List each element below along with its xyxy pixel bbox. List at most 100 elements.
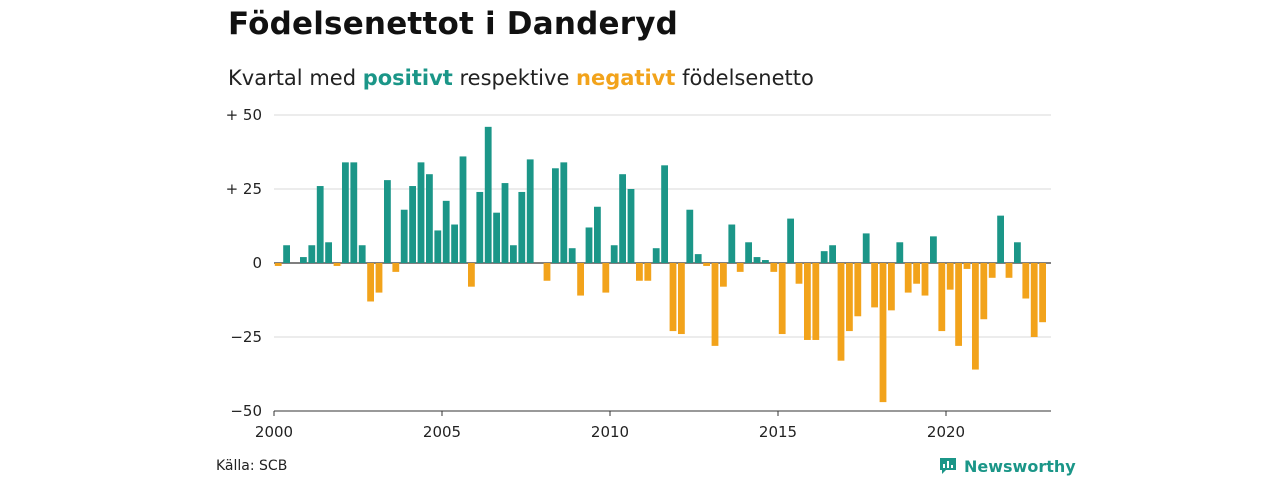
bar-negative (1005, 263, 1013, 278)
bar-negative (946, 263, 954, 290)
bar-positive (283, 245, 290, 263)
bar-negative (1022, 263, 1030, 299)
chart-title: Födelsenettot i Danderyd (228, 6, 679, 42)
bar-negative (888, 263, 895, 311)
brand-name: Newsworthy (964, 456, 1076, 476)
bar-positive (308, 245, 316, 263)
bar-positive (594, 206, 601, 263)
y-tick-label: 0 (252, 254, 262, 272)
y-tick-label: + 50 (226, 106, 262, 124)
bar-positive (619, 174, 626, 263)
bar-positive (568, 248, 576, 263)
bar-negative (963, 263, 971, 269)
bar-negative (703, 263, 710, 266)
bar-positive (476, 191, 484, 263)
bar-positive (442, 200, 450, 263)
subtitle-text-3: födelsenetto (675, 66, 814, 90)
newsworthy-logo-icon (940, 458, 956, 474)
bar-negative (812, 263, 820, 340)
bar-negative (577, 263, 584, 296)
bar-positive (434, 230, 442, 263)
bar-negative (846, 263, 853, 332)
bar-positive (686, 209, 694, 263)
x-tick-label: 2020 (927, 423, 965, 441)
bar-positive (552, 168, 559, 263)
bar-negative (988, 263, 996, 278)
bar-positive (753, 257, 761, 263)
x-axis: 2000 2005 2010 2015 2020 (255, 410, 1051, 441)
bar-positive (652, 248, 660, 263)
bar-positive (661, 165, 668, 263)
bar-positive (350, 162, 358, 263)
subtitle-negative-label: negativt (576, 66, 676, 90)
bar-negative (854, 263, 862, 317)
bar-negative (274, 263, 282, 266)
bar-positive (896, 242, 904, 263)
bar-negative (720, 263, 727, 287)
x-tick-label: 2005 (423, 423, 461, 441)
bar-negative (770, 263, 778, 272)
subtitle-text-1: Kvartal med (228, 66, 363, 90)
bar-positive (510, 245, 517, 263)
bar-positive (585, 227, 593, 263)
bar-negative (795, 263, 803, 284)
bar-positive (426, 174, 433, 263)
bar-negative (636, 263, 643, 281)
bar-positive (526, 159, 534, 263)
bar-positive (1014, 242, 1021, 263)
subtitle-text-2: respektive (452, 66, 577, 90)
bar-positive (997, 215, 1004, 263)
bar-negative (778, 263, 786, 335)
bar-positive (300, 257, 307, 263)
bar-negative (921, 263, 929, 296)
bar-positive (384, 180, 391, 263)
bar-negative (367, 263, 374, 302)
bar-negative (644, 263, 652, 281)
bar-positive (762, 260, 769, 263)
bars (274, 126, 1046, 403)
source-note: Källa: SCB (216, 458, 288, 474)
bar-positive (728, 224, 736, 263)
bar-negative (955, 263, 962, 346)
bar-negative (375, 263, 383, 293)
bar-negative (736, 263, 744, 272)
bar-negative (980, 263, 988, 320)
bar-negative (392, 263, 400, 272)
subtitle-positive-label: positivt (362, 66, 453, 90)
y-axis-labels: + 50 + 25 0 −25 −50 (226, 106, 262, 420)
bar-positive (501, 183, 509, 263)
bar-positive (417, 162, 425, 263)
bar-negative (1030, 263, 1038, 337)
bar-positive (316, 186, 324, 263)
bar-positive (325, 242, 332, 263)
bar-positive (342, 162, 349, 263)
bar-negative (468, 263, 475, 287)
bar-negative (711, 263, 719, 346)
x-tick-label: 2015 (759, 423, 797, 441)
bar-negative (543, 263, 551, 281)
chart-subtitle: Kvartal med positivt respektive negativt… (228, 66, 814, 90)
bar-positive (560, 162, 568, 263)
bar-positive (930, 236, 937, 263)
bar-positive (610, 245, 618, 263)
bar-negative (972, 263, 979, 370)
bar-negative (913, 263, 920, 284)
bar-positive (745, 242, 752, 263)
y-tick-label: −25 (230, 328, 262, 346)
bar-positive (862, 233, 870, 263)
bar-negative (837, 263, 845, 361)
bar-positive (459, 156, 467, 263)
bar-positive (493, 212, 500, 263)
bar-negative (938, 263, 946, 332)
bar-positive (518, 191, 526, 263)
x-tick-label: 2010 (591, 423, 629, 441)
bar-positive (627, 189, 635, 263)
bar-negative (804, 263, 811, 340)
bar-negative (678, 263, 685, 335)
bar-negative (669, 263, 677, 332)
y-tick-label: + 25 (226, 180, 262, 198)
bar-negative (879, 263, 887, 403)
bar-positive (451, 224, 458, 263)
bar-positive (409, 186, 416, 263)
